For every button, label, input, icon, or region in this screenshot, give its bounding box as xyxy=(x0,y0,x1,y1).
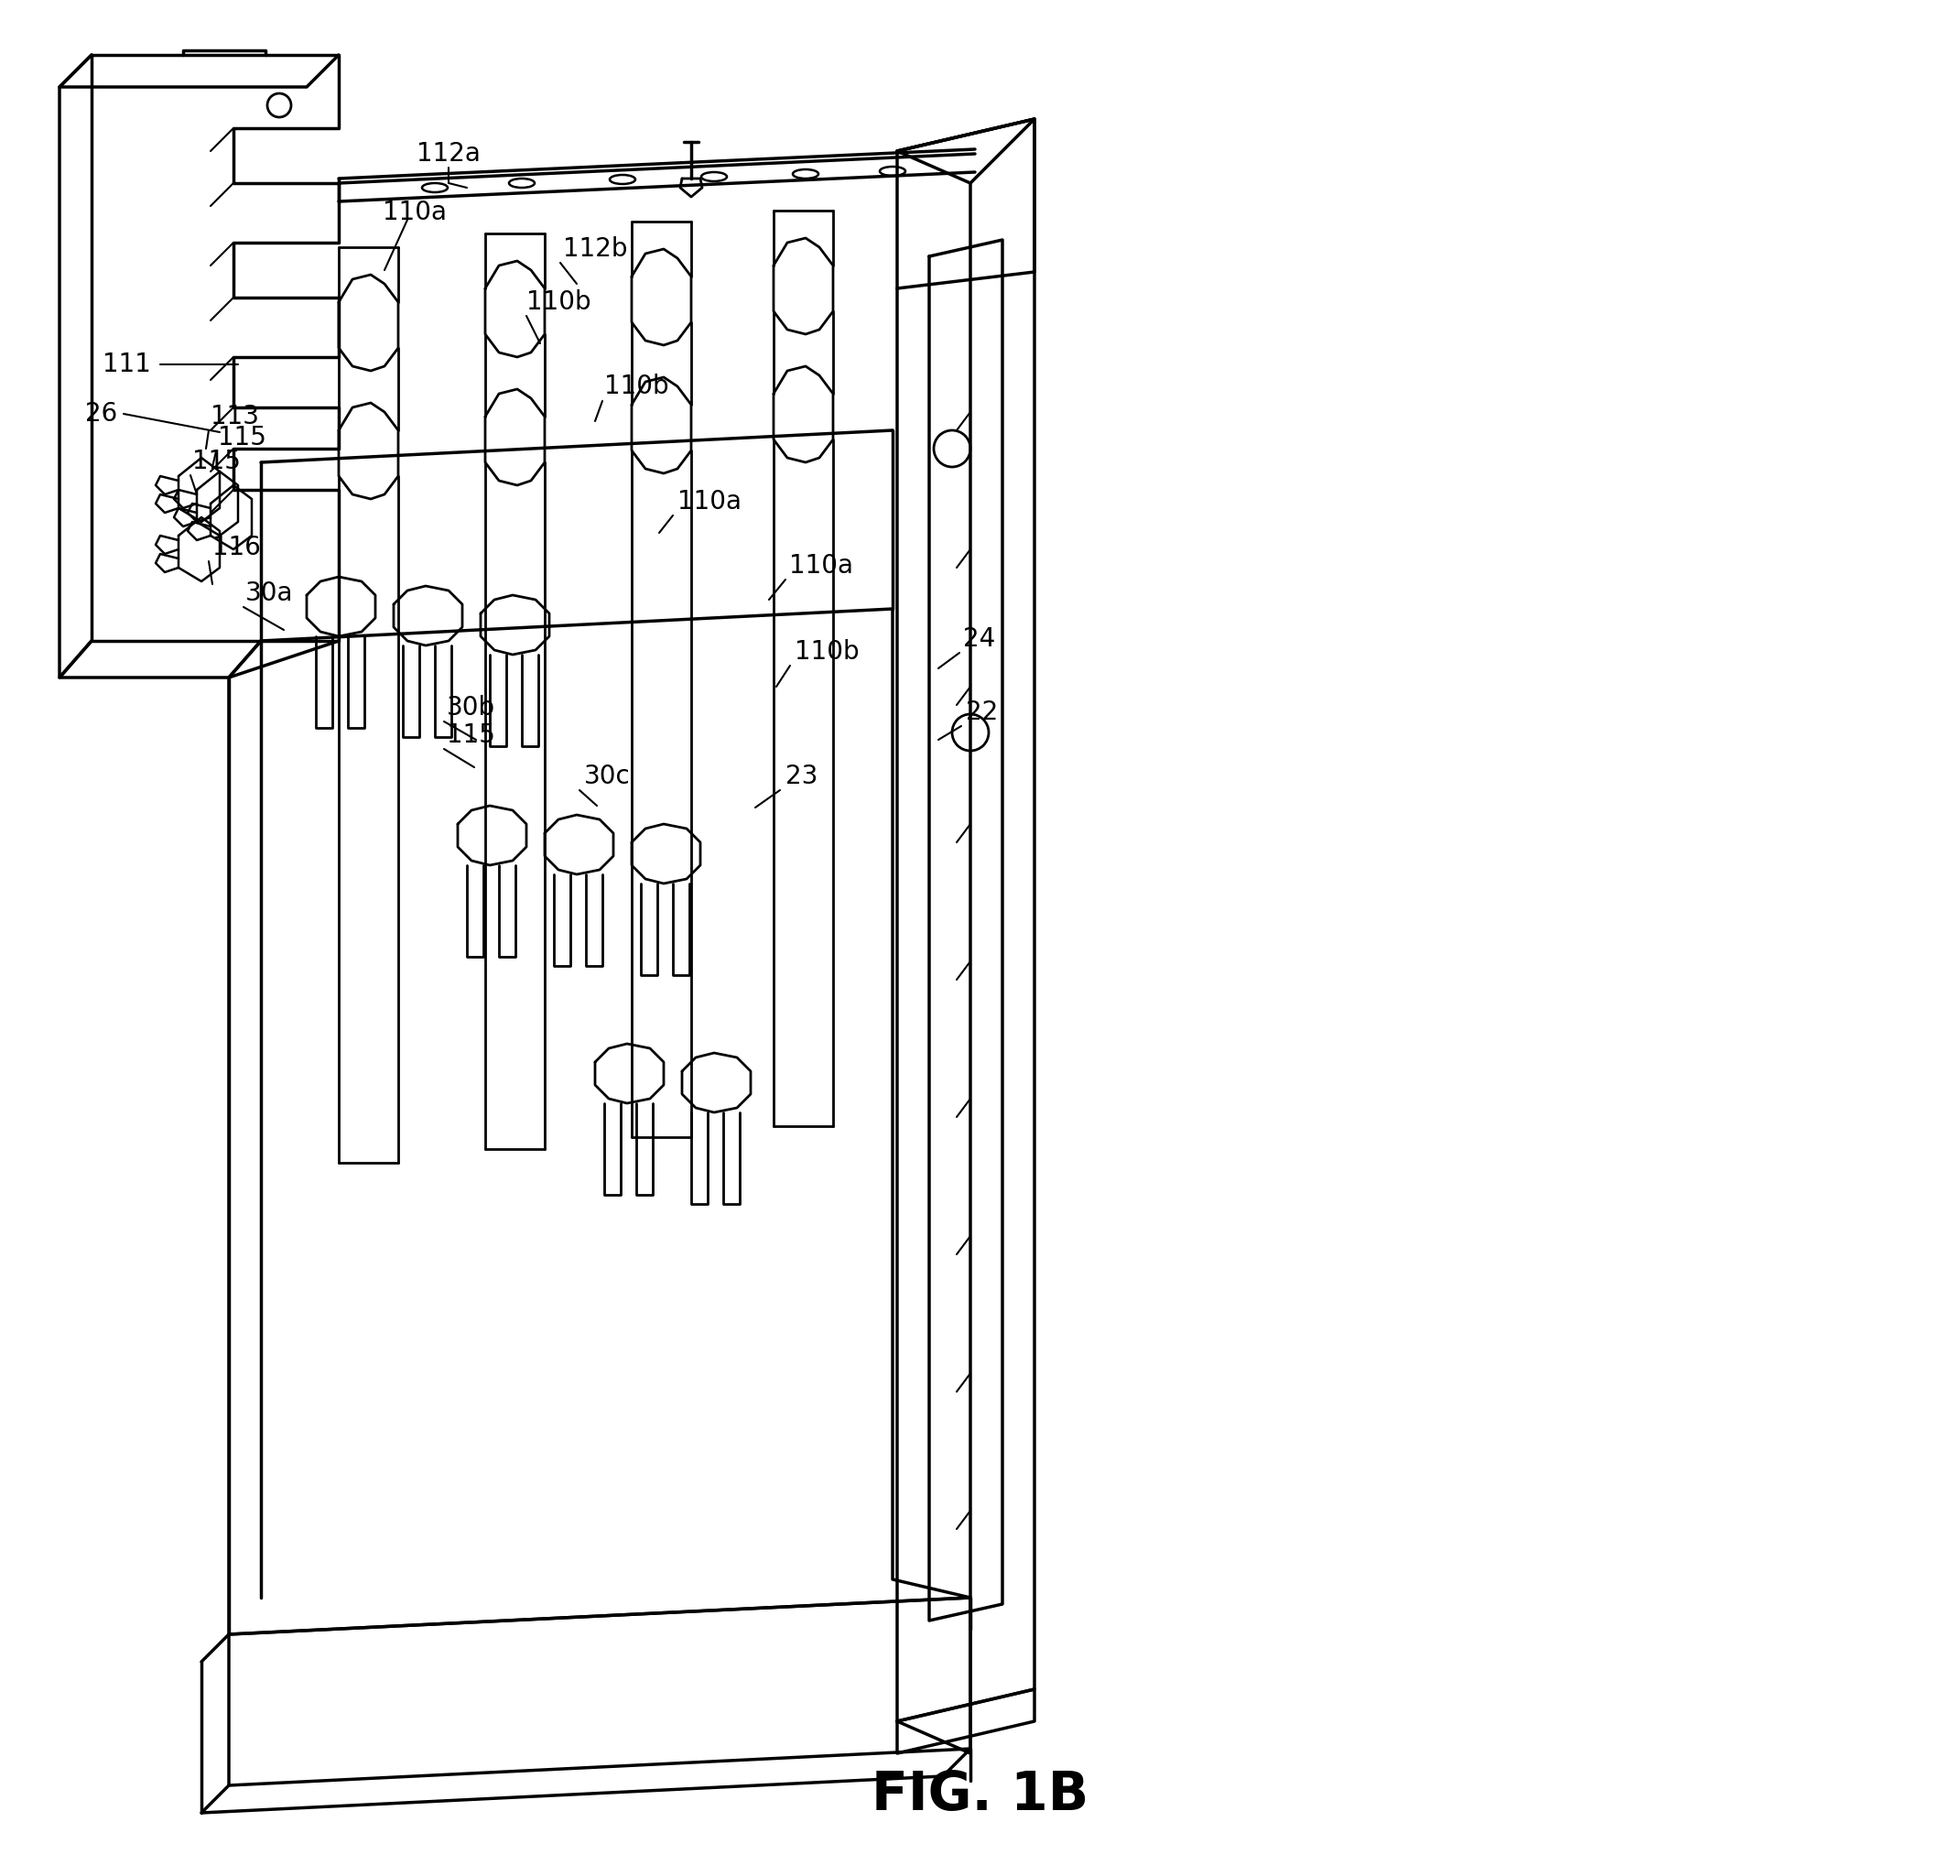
Text: 112b: 112b xyxy=(563,236,627,263)
Text: 110b: 110b xyxy=(604,373,668,400)
Text: 26: 26 xyxy=(84,401,118,426)
Text: 30a: 30a xyxy=(245,580,294,606)
Text: 112a: 112a xyxy=(417,141,480,167)
Text: 23: 23 xyxy=(786,764,817,790)
Text: 115: 115 xyxy=(447,722,496,749)
Text: 110a: 110a xyxy=(382,199,447,225)
Text: 115: 115 xyxy=(192,448,241,475)
Text: 110a: 110a xyxy=(790,553,853,578)
Text: 115: 115 xyxy=(218,424,267,450)
Text: 22: 22 xyxy=(966,700,998,726)
Text: FIG. 1B: FIG. 1B xyxy=(872,1769,1088,1820)
Text: 30c: 30c xyxy=(584,764,631,790)
Text: 110b: 110b xyxy=(527,289,592,315)
Text: 111: 111 xyxy=(102,351,151,377)
Text: 110a: 110a xyxy=(678,490,741,514)
Text: 30b: 30b xyxy=(447,694,496,720)
Text: 113: 113 xyxy=(210,403,259,430)
Text: 116: 116 xyxy=(212,535,261,561)
Text: 110b: 110b xyxy=(794,640,858,664)
Text: 24: 24 xyxy=(962,627,996,651)
